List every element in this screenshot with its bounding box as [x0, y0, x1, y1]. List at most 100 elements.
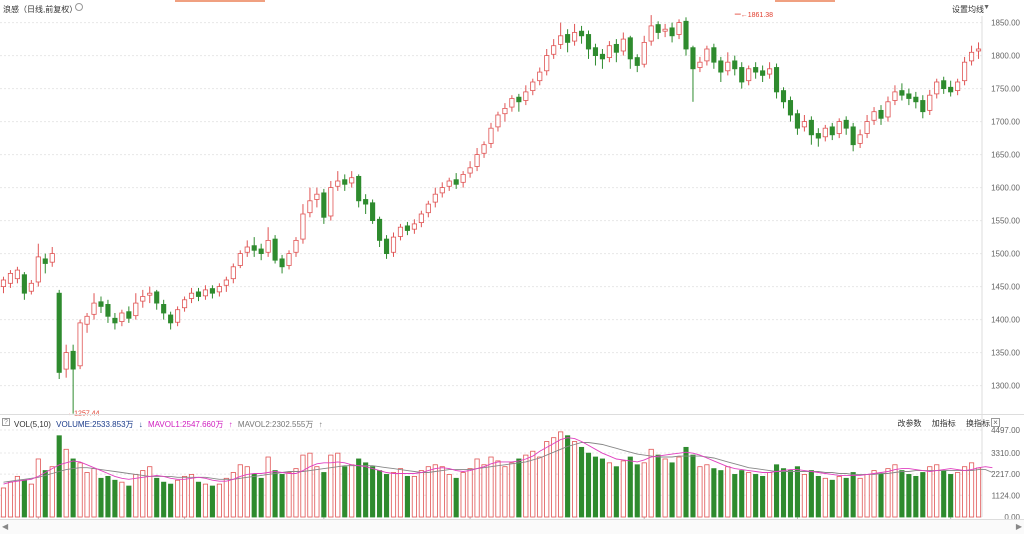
candle-body [168, 314, 174, 324]
candle-body [780, 90, 787, 103]
volume-bar [627, 456, 633, 518]
candle-body [725, 61, 731, 72]
candle-body [397, 226, 404, 237]
add-indicator-button[interactable]: 加指标 [931, 419, 956, 428]
candle-body [767, 68, 773, 75]
candle-body [704, 48, 710, 62]
volume-bar [14, 475, 20, 518]
help-icon[interactable]: ? [2, 418, 10, 426]
candle-body [836, 121, 842, 134]
candle-body [537, 71, 543, 82]
volume-bar [209, 485, 215, 518]
candle-body [453, 179, 459, 185]
volume-bar [328, 454, 334, 518]
volume-bar [655, 454, 661, 518]
candle-body [244, 246, 250, 253]
scroll-right-icon[interactable]: ▶ [1015, 522, 1022, 531]
candle-body [175, 309, 181, 323]
switch-indicator-button[interactable]: 换指标 [966, 419, 990, 428]
price-tick-label: 1300.00 [991, 382, 1020, 391]
volume-bar [836, 475, 842, 518]
candle-body [418, 213, 424, 223]
volume-bar [871, 470, 877, 518]
volume-bar [585, 452, 592, 518]
candle-body [300, 213, 306, 240]
price-tick-label: 1400.00 [991, 316, 1020, 325]
dropdown-caret-icon[interactable]: ▼ [983, 4, 990, 11]
set-ma-button[interactable]: 设置均线 [952, 5, 984, 14]
candle-body [133, 302, 139, 317]
candle-body [14, 269, 20, 280]
volume-bar [70, 458, 76, 518]
candle-body [258, 248, 264, 254]
volume-bar [161, 481, 167, 518]
volume-bar [474, 458, 480, 518]
candle-body [28, 282, 34, 292]
candle-body [404, 225, 410, 231]
candle-body [676, 22, 682, 35]
candle-body [495, 114, 501, 128]
volume-bar [753, 474, 759, 518]
volume-bar [42, 470, 48, 518]
candle-body [822, 127, 828, 138]
volume-bar [28, 483, 34, 518]
volume-bar [488, 456, 494, 518]
volume-bar [56, 435, 62, 518]
volume-bar [286, 472, 292, 518]
price-tick-label: 1550.00 [991, 217, 1020, 226]
volume-bar [822, 477, 828, 518]
volume-bar [578, 446, 585, 518]
volume-bar [237, 464, 243, 518]
candle-body [920, 100, 926, 113]
volume-bar [370, 466, 376, 518]
candle-body [773, 67, 780, 93]
candle-body [585, 34, 592, 50]
volume-bar [968, 462, 975, 518]
candle-body [335, 180, 341, 187]
candle-body [91, 302, 97, 315]
volume-bar [502, 466, 508, 518]
volume-bar [948, 474, 954, 518]
volume-bar [168, 483, 174, 518]
volume-bar [460, 472, 466, 518]
candle-body [411, 223, 417, 230]
price-tick-label: 1650.00 [991, 151, 1020, 160]
candle-body [551, 45, 557, 55]
volume-bar [843, 477, 849, 518]
volume-bar [558, 431, 564, 518]
volume-bar [300, 454, 306, 518]
candle-body [620, 38, 626, 52]
candle-body [356, 175, 362, 202]
settings-gear-icon[interactable] [75, 3, 83, 11]
price-tick-label: 1850.00 [991, 19, 1020, 28]
candle-body [446, 180, 452, 187]
volume-bar [377, 470, 383, 518]
candle-body [237, 253, 243, 266]
scroll-left-icon[interactable]: ◀ [2, 522, 9, 531]
volume-indicator-bar: ? VOL(5,10) VOLUME:2533.853万 ↓ MAVOL1:25… [0, 414, 1024, 430]
candle-body [871, 111, 877, 121]
candle-body [363, 199, 369, 205]
candle-body [523, 91, 529, 101]
mavol1-value: MAVOL1:2547.660万 [147, 420, 224, 429]
volume-bar [77, 462, 83, 518]
volume-bar [216, 483, 222, 518]
close-indicator-icon[interactable]: × [991, 418, 1000, 427]
volume-bar [188, 474, 195, 518]
candle-body [683, 20, 689, 50]
volume-bar [7, 481, 14, 518]
candle-body [655, 24, 661, 33]
candle-body [161, 304, 167, 314]
volume-bar [899, 470, 905, 518]
volume-bar [864, 474, 870, 518]
volume-bar [363, 462, 369, 518]
volume-bar [356, 458, 362, 518]
volume-bar [0, 487, 7, 518]
change-params-button[interactable]: 改参数 [897, 419, 922, 428]
candle-body [690, 47, 696, 70]
volume-bar [565, 435, 571, 518]
volume-bar [760, 475, 766, 518]
time-scrollbar[interactable]: ◀ ▶ [0, 519, 1024, 534]
volume-bar [251, 474, 257, 518]
